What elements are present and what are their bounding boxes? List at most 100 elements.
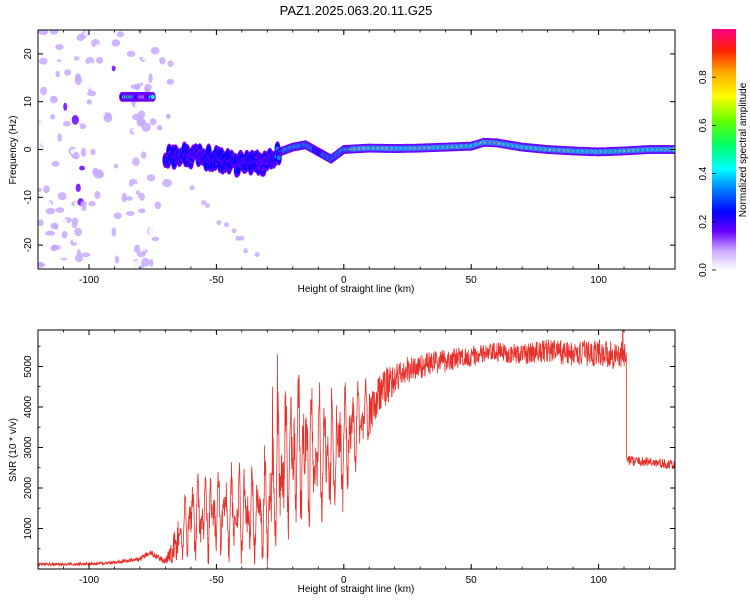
spectrogram-noise-cell <box>38 219 44 227</box>
spectrogram-noise-cell <box>227 228 233 234</box>
spectrogram-noise-cell <box>65 162 73 171</box>
spectrogram-noise-cell <box>38 130 48 138</box>
spectrogram-noise-cell <box>131 57 142 67</box>
spectrogram-noise-cell <box>84 180 95 188</box>
spectrogram-noise-cell <box>48 192 58 199</box>
spectrogram-noise-cell <box>63 102 68 111</box>
spectrogram-noise-cell <box>224 222 230 228</box>
spectrogram-noise-cell <box>87 62 95 71</box>
spectrogram-noise-cell <box>85 79 95 90</box>
spectrogram-noise-cell <box>121 192 128 203</box>
y-tick-label: -10 <box>23 190 34 205</box>
snr-panel: -100 -50 0 50 100 1000 2000 3000 4000 5000 Heigh… <box>8 329 676 595</box>
y-tick-label: 0 <box>23 146 34 152</box>
spectrogram-noise-cell <box>141 122 151 132</box>
spectrogram-noise-cell <box>116 31 125 38</box>
spectrogram-heat-layer <box>38 30 675 298</box>
x-tick-label: -100 <box>79 275 99 286</box>
snr-series-line <box>38 330 675 568</box>
spectrogram-noise-cell <box>278 280 283 285</box>
spectrogram-noise-cell <box>147 112 154 119</box>
spectrogram-noise-cell <box>140 180 147 188</box>
spectrogram-noise-cell <box>89 104 99 111</box>
spectrogram-noise-cell <box>161 255 169 261</box>
spectrogram-noise-cell <box>140 40 147 47</box>
spectrogram-noise-cell <box>107 86 116 94</box>
spectrogram-noise-cell <box>166 78 175 85</box>
snr-y-label: SNR (10 * v/v) <box>8 418 19 482</box>
spectrogram-noise-cell <box>128 243 133 252</box>
spectrogram-noise-cell <box>53 140 62 149</box>
spectrogram-noise-cell <box>258 263 264 269</box>
spectrogram-noise-cell <box>135 190 140 195</box>
spectrogram-noise-cell <box>131 64 141 71</box>
spectrogram-noise-cell <box>216 220 222 226</box>
spectrogram-noise-cell <box>81 205 87 211</box>
spectrogram-noise-cell <box>139 166 148 172</box>
spectrogram-noise-cell <box>281 287 286 292</box>
spectrogram-noise-cell <box>174 177 180 183</box>
spectrogram-noise-cell <box>90 148 96 155</box>
spectrogram-noise-cell <box>76 34 85 41</box>
spectrogram-noise-cell <box>60 241 67 252</box>
spectrogram-noise-cell <box>49 30 59 35</box>
spectrogram-noise-cell <box>138 208 146 214</box>
spectrogram-noise-cell <box>132 212 141 222</box>
spectrogram-noise-cell <box>80 200 87 207</box>
colorbar-ticks: 0.0 0.2 0.4 0.6 0.8 <box>698 70 716 277</box>
spectrogram-noise-cell <box>111 65 116 72</box>
spectrogram-noise-cell <box>164 30 173 38</box>
colorbar-tick-label: 0.0 <box>698 263 709 277</box>
spectrogram-noise-cell <box>38 156 44 161</box>
colorbar-label: Normalized spectral amplitude <box>738 82 749 217</box>
spectrogram-noise-cell <box>45 175 54 180</box>
spectrogram-noise-cell <box>151 236 160 242</box>
snr-x-ticks: -100 -50 0 50 100 <box>37 330 676 586</box>
spectrogram-noise-cell <box>243 248 249 254</box>
spectrogram-noise-cell <box>71 115 79 125</box>
spectrogram-noise-cell <box>250 247 256 253</box>
spectrogram-noise-cell <box>247 246 252 252</box>
spectrogram-noise-cell <box>73 151 80 160</box>
spectrogram-noise-cell <box>285 283 290 288</box>
spectrogram-noise-cell <box>185 180 191 186</box>
spectrogram-noise-cell <box>93 170 104 179</box>
spectrogram-noise-cell <box>38 69 42 79</box>
spectrogram-noise-cell <box>80 252 91 258</box>
spectrogram-noise-cell <box>51 153 61 161</box>
spectrogram-noise-cell <box>117 206 126 212</box>
spectrogram-noise-cell <box>76 103 81 112</box>
spectrogram-noise-cell <box>57 128 67 134</box>
spectrogram-noise-cell <box>95 44 101 52</box>
spectrogram-noise-cell <box>45 207 56 215</box>
spectrogram-noise-cell <box>71 217 79 225</box>
spectrogram-noise-cell <box>129 41 134 50</box>
spectrogram-noise-cell <box>85 49 95 55</box>
spectrogram-noise-cell <box>69 56 75 66</box>
spectrogram-noise-cell <box>55 207 65 213</box>
spectrogram-x-label: Height of straight line (km) <box>298 284 415 295</box>
spectrogram-secondary-cell <box>150 94 155 100</box>
spectrogram-noise-cell <box>92 130 97 141</box>
spectrogram-noise-cell <box>73 30 79 35</box>
spectrogram-noise-cell <box>289 293 294 298</box>
colorbar-tick-label: 0.2 <box>698 214 709 228</box>
x-tick-label: 50 <box>466 275 478 286</box>
spectrogram-noise-cell <box>88 116 96 121</box>
spectrogram-noise-cell <box>73 84 80 91</box>
spectrogram-noise-cell <box>150 46 160 55</box>
spectrogram-y-label: Frequency (Hz) <box>8 116 19 185</box>
spectrogram-noise-cell <box>58 106 64 112</box>
spectrogram-noise-cell <box>160 246 168 254</box>
spectrogram-noise-cell <box>67 176 74 182</box>
spectrogram-noise-cell <box>155 229 162 237</box>
spectrogram-noise-cell <box>159 57 166 65</box>
spectrogram-noise-cell <box>62 120 71 127</box>
spectrogram-noise-cell <box>133 197 141 202</box>
spectrogram-noise-cell <box>81 39 89 48</box>
y-tick-label: -20 <box>23 237 34 252</box>
spectrogram-noise-cell <box>94 123 104 132</box>
spectrogram-noise-cell <box>130 30 140 40</box>
spectrogram-noise-cell <box>79 165 85 171</box>
spectrogram-noise-cell <box>52 167 60 174</box>
